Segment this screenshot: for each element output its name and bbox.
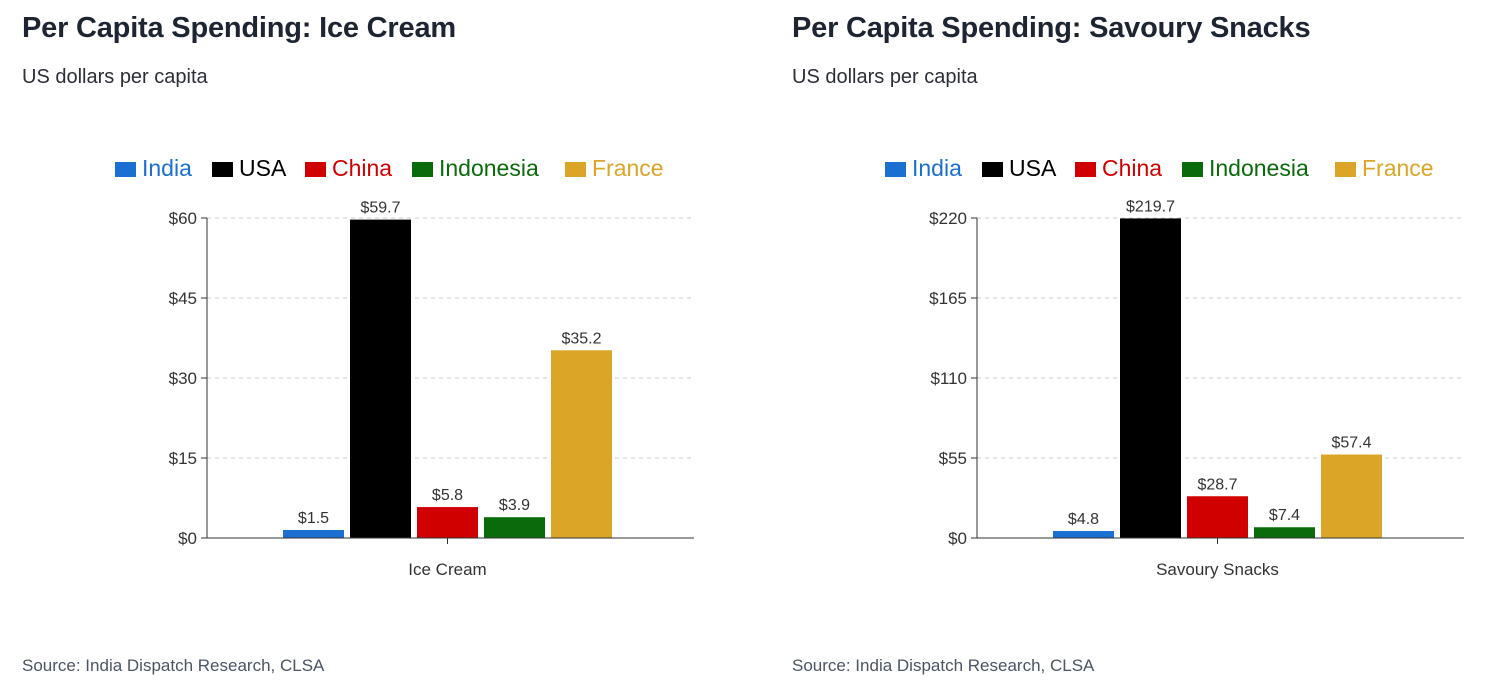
legend-swatch-france [1335, 162, 1356, 177]
bar-usa [1120, 218, 1181, 538]
bar-france [1321, 454, 1382, 538]
chart-panel-ice-cream: Per Capita Spending: Ice Cream US dollar… [0, 0, 740, 694]
legend-label-india: India [912, 155, 962, 181]
legend-swatch-indonesia [1182, 162, 1203, 177]
bar-indonesia [1254, 527, 1315, 538]
bar-value-label-china: $5.8 [432, 487, 463, 504]
chart-subtitle: US dollars per capita [22, 66, 208, 88]
legend-label-usa: USA [239, 155, 287, 181]
bar-chart-ice-cream: India USA China Indonesia France $0 $15 $30 $45 $… [115, 155, 694, 579]
bar-value-label-india: $4.8 [1068, 511, 1099, 528]
legend-swatch-usa [212, 162, 233, 177]
y-tick-label: $30 [169, 369, 197, 388]
legend-swatch-usa [982, 162, 1003, 177]
y-tick-label: $110 [930, 369, 967, 388]
y-tick-label: $45 [169, 289, 197, 308]
chart-source: Source: India Dispatch Research, CLSA [792, 656, 1095, 675]
bar-value-label-france: $35.2 [561, 330, 601, 347]
bar-value-label-france: $57.4 [1331, 435, 1371, 452]
bar-value-label-indonesia: $3.9 [499, 497, 530, 514]
bar-france [551, 350, 612, 538]
y-tick-label: $0 [178, 529, 197, 548]
legend-label-china: China [1102, 155, 1162, 181]
bar-value-label-indonesia: $7.4 [1269, 507, 1300, 524]
legend-swatch-china [305, 162, 326, 177]
chart-title: Per Capita Spending: Savoury Snacks [792, 12, 1311, 44]
bar-chart-savoury-snacks: India USA China Indonesia France $0 $55 $110 $16… [885, 155, 1464, 579]
y-tick-label: $165 [929, 289, 967, 308]
legend: India USA China Indonesia France [115, 155, 664, 181]
bar-china [1187, 496, 1248, 538]
chart-title: Per Capita Spending: Ice Cream [22, 12, 456, 44]
x-category-label: Ice Cream [408, 560, 486, 579]
bar-india [1053, 531, 1114, 538]
chart-panel-savoury-snacks: Per Capita Spending: Savoury Snacks US d… [770, 0, 1500, 694]
bar-china [417, 507, 478, 538]
legend-label-china: China [332, 155, 392, 181]
y-tick-label: $60 [169, 209, 197, 228]
legend-swatch-indonesia [412, 162, 433, 177]
legend-swatch-france [565, 162, 586, 177]
legend-label-indonesia: Indonesia [439, 155, 539, 181]
legend-swatch-china [1075, 162, 1096, 177]
y-tick-label: $55 [939, 449, 967, 468]
bar-usa [350, 219, 411, 538]
y-tick-label: $220 [929, 209, 967, 228]
chart-source: Source: India Dispatch Research, CLSA [22, 656, 325, 675]
y-tick-label: $0 [948, 529, 967, 548]
legend: India USA China Indonesia France [885, 155, 1434, 181]
legend-label-france: France [592, 155, 664, 181]
legend-label-india: India [142, 155, 192, 181]
x-category-label: Savoury Snacks [1156, 560, 1279, 579]
legend-label-usa: USA [1009, 155, 1057, 181]
bar-value-label-usa: $219.7 [1126, 198, 1175, 215]
legend-label-indonesia: Indonesia [1209, 155, 1309, 181]
bar-value-label-india: $1.5 [298, 510, 329, 527]
bar-value-label-usa: $59.7 [360, 200, 400, 217]
legend-swatch-india [115, 162, 136, 177]
legend-swatch-india [885, 162, 906, 177]
legend-label-france: France [1362, 155, 1434, 181]
bar-india [283, 530, 344, 538]
bar-indonesia [484, 517, 545, 538]
y-tick-label: $15 [169, 449, 197, 468]
bar-value-label-china: $28.7 [1197, 476, 1237, 493]
chart-subtitle: US dollars per capita [792, 66, 978, 88]
